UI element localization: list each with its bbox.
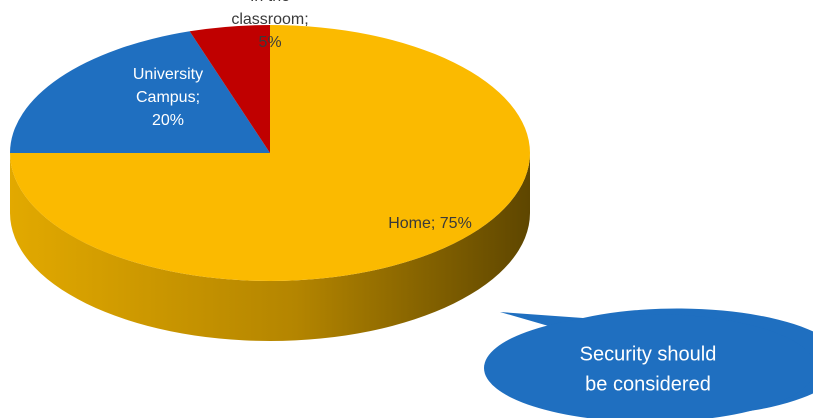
- pie-slice-university-campus: [10, 31, 270, 153]
- slice-label-home: Home; 75%: [388, 215, 472, 232]
- callout-bubble: Security should be considered: [484, 308, 813, 418]
- slice-label-in-the-classroom: classroom;: [231, 11, 308, 28]
- callout-ellipse: [484, 314, 813, 418]
- pie-top-surface: [10, 25, 530, 281]
- slice-label-in-the-classroom: In the: [250, 0, 290, 5]
- slice-label-in-the-classroom: 5%: [258, 34, 281, 51]
- pie-side-wall-home: [10, 153, 530, 341]
- slice-label-university-campus: 20%: [152, 112, 184, 129]
- slice-label-university-campus: University: [133, 66, 203, 83]
- slice-labels: Home; 75% University Campus; 20% In the class…: [133, 0, 472, 232]
- slice-label-university-campus: Campus;: [136, 89, 200, 106]
- callout-text-line: be considered: [585, 373, 711, 395]
- pie-slice-in-the-classroom: [189, 25, 270, 153]
- pie-side-wall: [10, 153, 530, 341]
- callout-text-line: Security should: [580, 343, 717, 365]
